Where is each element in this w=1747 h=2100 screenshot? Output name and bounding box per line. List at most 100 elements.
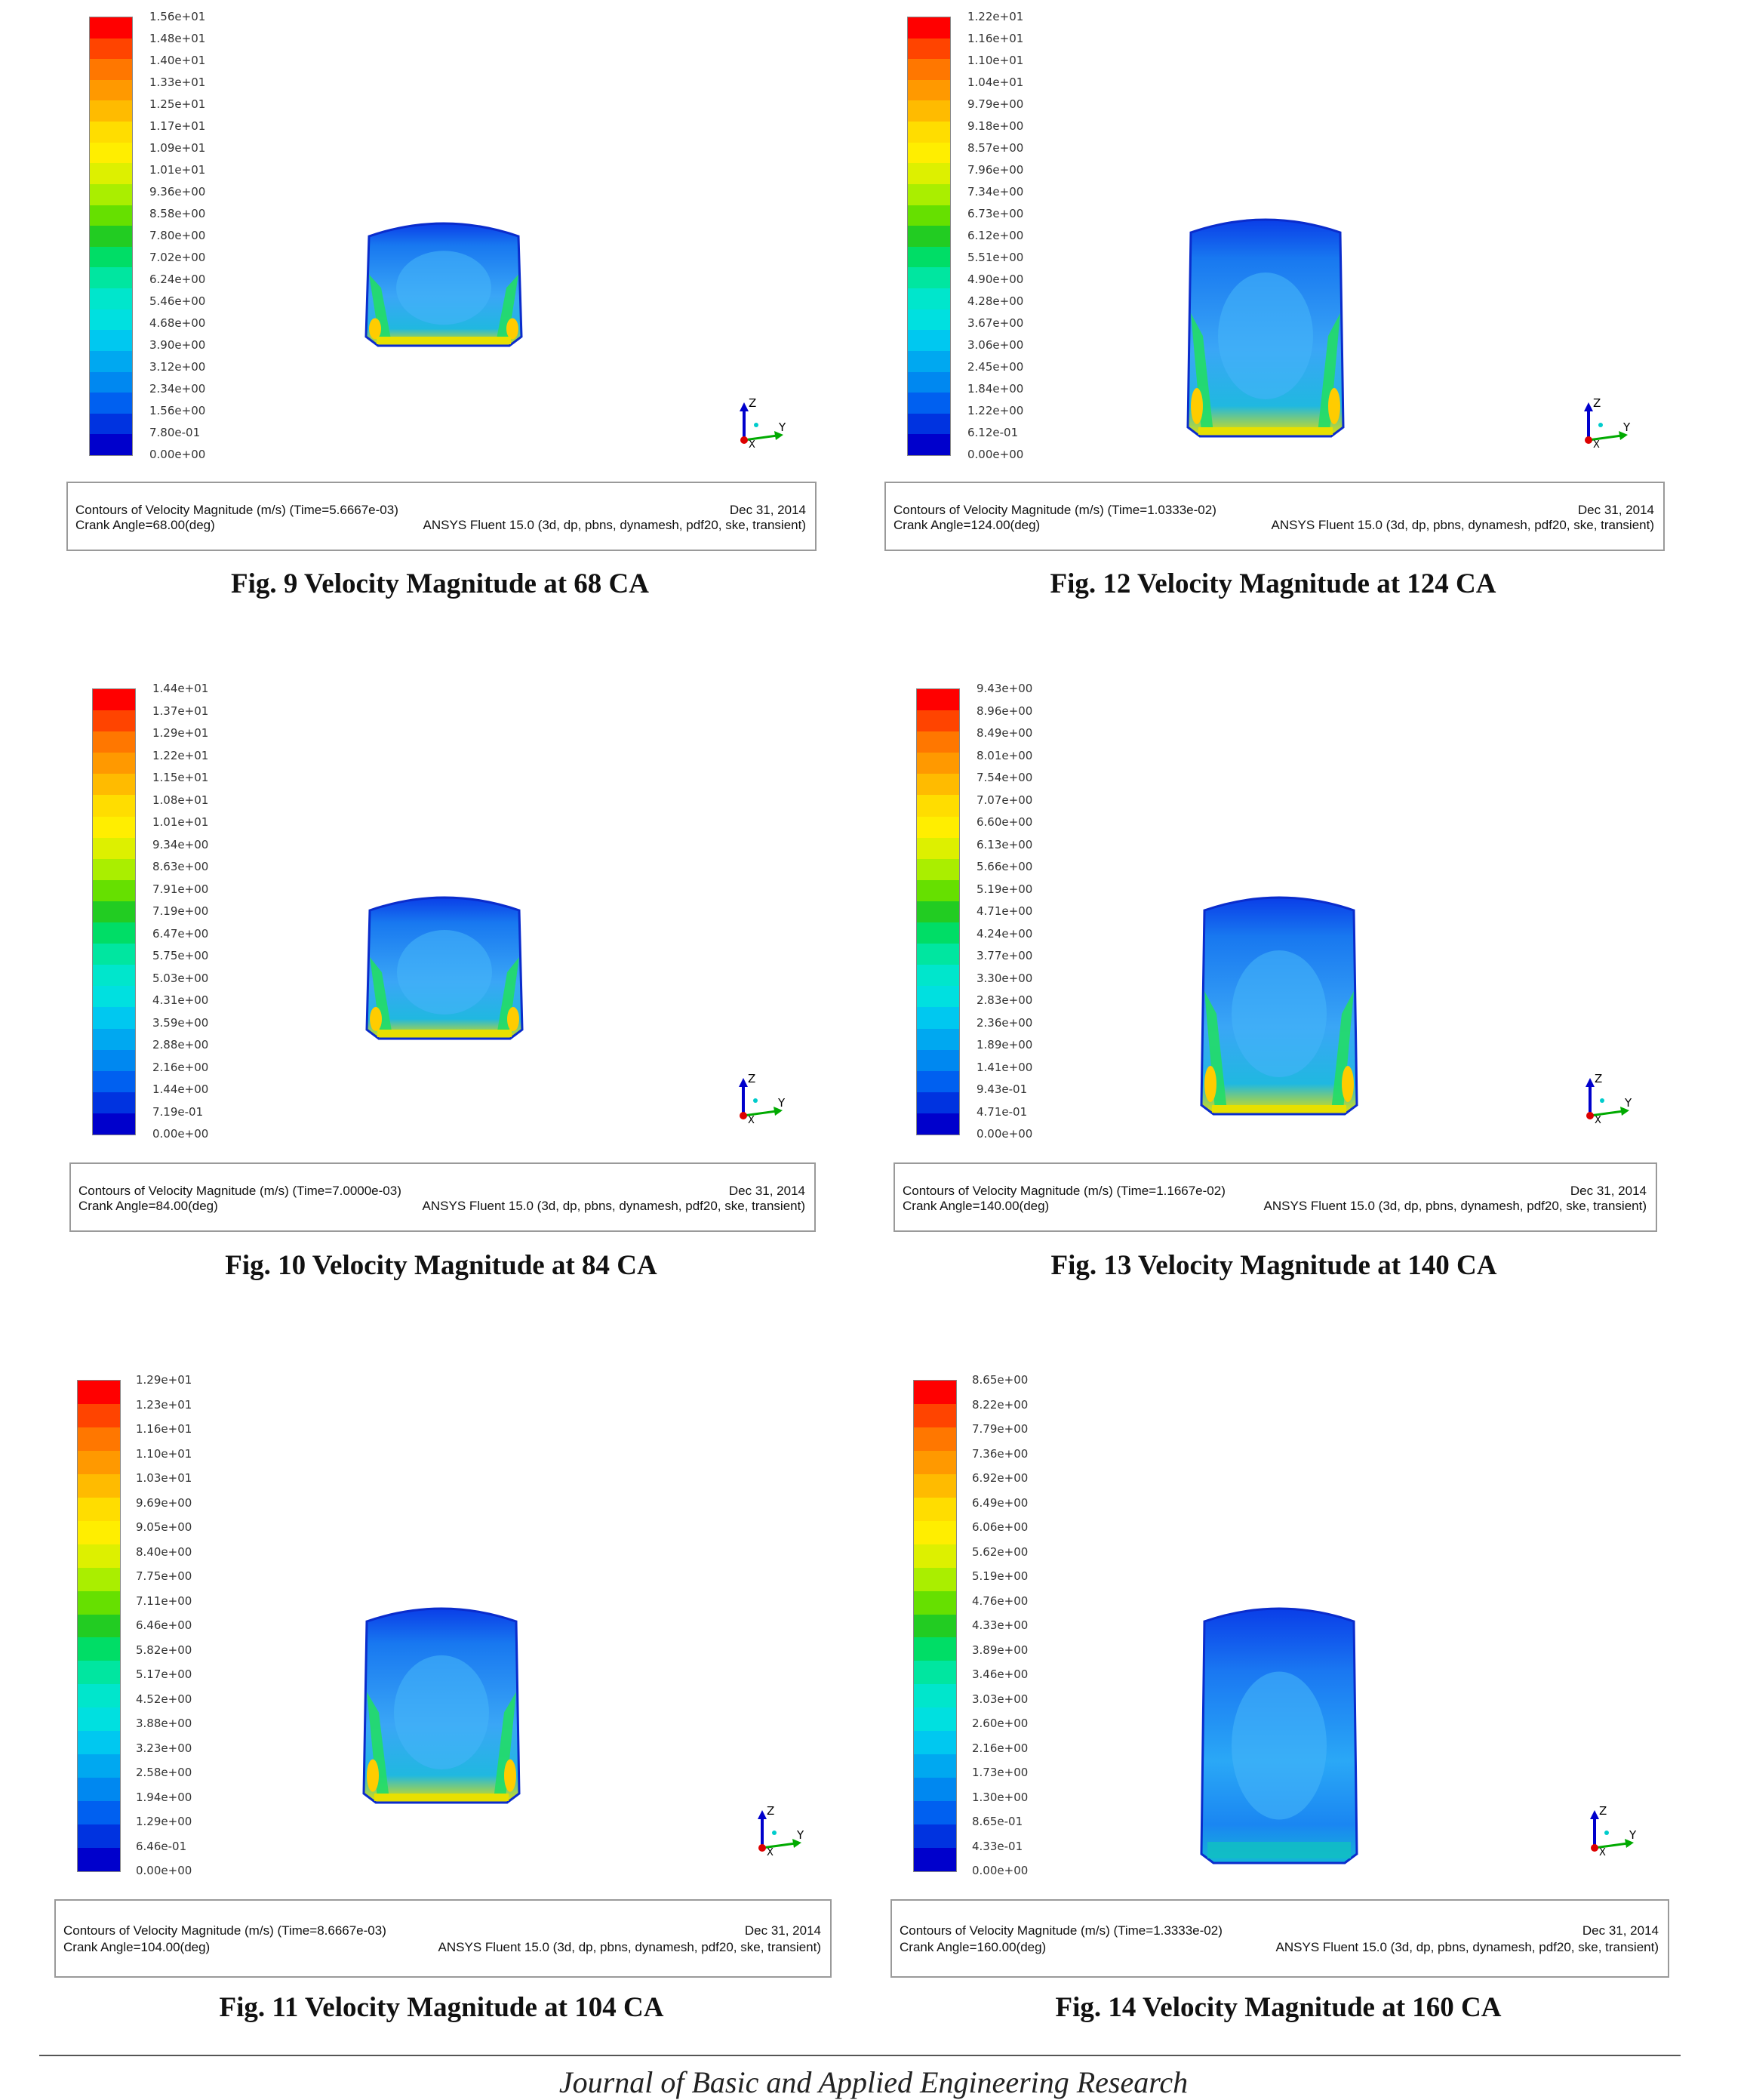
contour-plot-wrapper — [1200, 1600, 1358, 1868]
left-hotspot — [370, 1007, 382, 1031]
velocity-contour-plot — [1200, 1607, 1358, 1864]
colorbar-swatch — [93, 901, 135, 923]
colorbar-swatch — [908, 288, 950, 310]
colorbar-swatch — [914, 1544, 956, 1569]
colorbar-tick-label: 8.57e+00 — [967, 141, 1024, 155]
info-solver: ANSYS Fluent 15.0 (3d, dp, pbns, dynames… — [423, 517, 806, 532]
colorbar-tick-label: 1.01e+01 — [149, 163, 206, 177]
contour-plot-wrapper — [364, 215, 523, 351]
colorbar-swatch — [78, 1567, 120, 1592]
colorbar-tick-label: 3.03e+00 — [972, 1692, 1029, 1706]
velocity-contour-plot — [1186, 218, 1345, 438]
colorbar-tick-label: 1.15e+01 — [152, 771, 209, 784]
left-hotspot — [369, 318, 381, 340]
colorbar-swatch — [917, 986, 959, 1008]
colorbar-swatch — [90, 330, 132, 352]
colorbar-swatch — [78, 1427, 120, 1452]
colorbar-swatch — [908, 246, 950, 268]
colorbar-swatch — [93, 1049, 135, 1072]
colorbar-tick-label: 1.04e+01 — [967, 75, 1024, 89]
colorbar-swatch — [908, 309, 950, 331]
colorbar-swatch — [93, 1113, 135, 1135]
colorbar-swatch — [93, 689, 135, 711]
colorbar-tick-label: 3.77e+00 — [977, 949, 1033, 962]
colorbar-tick-label: 2.34e+00 — [149, 382, 206, 396]
colorbar-swatch — [914, 1778, 956, 1802]
colorbar-swatch — [914, 1473, 956, 1498]
colorbar-tick-label: 9.43e+00 — [977, 682, 1033, 695]
colorbar-tick-label: 0.00e+00 — [967, 448, 1024, 461]
axes-triad: Z Y X — [1576, 1072, 1637, 1136]
info-date: Dec 31, 2014 — [729, 503, 806, 518]
info-date: Dec 31, 2014 — [1577, 503, 1654, 518]
bottom-band — [377, 337, 511, 344]
colorbar-swatch — [908, 17, 950, 39]
colorbar-tick-label: 2.83e+00 — [977, 993, 1033, 1007]
colorbar-swatch — [917, 1113, 959, 1135]
colorbar-swatch — [93, 944, 135, 965]
axis-label-y: Y — [1629, 1828, 1637, 1842]
figure-caption: Fig. 11 Velocity Magnitude at 104 CA — [219, 1992, 664, 2023]
colorbar-tick-label: 1.16e+01 — [967, 32, 1024, 45]
colorbar-tick-label: 1.29e+01 — [136, 1373, 192, 1387]
axis-label-z: Z — [767, 1804, 774, 1818]
figure-caption: Fig. 9 Velocity Magnitude at 68 CA — [231, 568, 649, 599]
colorbar-swatch — [78, 1661, 120, 1685]
colorbar-swatch — [914, 1520, 956, 1545]
colorbar-swatch — [917, 1049, 959, 1072]
colorbar-swatch — [93, 816, 135, 839]
colorbar-tick-label: 6.73e+00 — [967, 207, 1024, 220]
colorbar-swatch — [917, 774, 959, 796]
colorbar-tick-label: 7.19e-01 — [152, 1104, 204, 1119]
axis-label-z: Z — [1595, 1072, 1602, 1085]
colorbar-swatch — [93, 922, 135, 944]
axis-label-x: X — [1595, 1115, 1601, 1126]
colorbar-tick-label: 9.79e+00 — [967, 97, 1024, 111]
bottom-band — [377, 1030, 512, 1037]
colorbar-swatch — [917, 901, 959, 923]
right-hotspot — [1328, 388, 1340, 424]
colorbar-tick-label: 5.19e+00 — [977, 882, 1033, 896]
colorbar-tick-label: 1.03e+01 — [136, 1471, 192, 1485]
colorbar-swatch — [78, 1450, 120, 1475]
colorbar-swatch — [917, 922, 959, 944]
colorbar-swatch — [90, 309, 132, 331]
info-solver: ANSYS Fluent 15.0 (3d, dp, pbns, dynames… — [1263, 1198, 1647, 1213]
colorbar-swatch — [908, 100, 950, 122]
left-hotspot — [1191, 388, 1203, 424]
core-region — [397, 930, 492, 1015]
colorbar-swatch — [908, 142, 950, 164]
colorbar-swatch — [78, 1473, 120, 1498]
colorbar-tick-label: 2.36e+00 — [977, 1015, 1033, 1030]
info-solver: ANSYS Fluent 15.0 (3d, dp, pbns, dynames… — [438, 1940, 821, 1954]
contour-plot-wrapper — [1200, 889, 1358, 1119]
colorbar-tick-label: 1.22e+01 — [967, 10, 1024, 23]
journal-footer: Journal of Basic and Applied Engineering… — [558, 2065, 1189, 2099]
colorbar-tick-label: 8.63e+00 — [152, 860, 209, 873]
colorbar-swatch — [914, 1403, 956, 1428]
colorbar-tick-label: 5.03e+00 — [152, 971, 209, 985]
axis-label-y: Y — [1622, 420, 1631, 434]
colorbar-swatch — [908, 122, 950, 143]
bottom-band — [1198, 427, 1333, 435]
colorbar-tick-label: 7.11e+00 — [136, 1593, 192, 1608]
colorbar-tick-label: 2.16e+00 — [972, 1741, 1029, 1755]
info-crank-angle: Crank Angle=68.00(deg) — [75, 517, 215, 532]
colorbar-swatch — [908, 434, 950, 456]
coordinate-axes-icon: Z Y X — [1586, 1072, 1632, 1126]
colorbar — [77, 1380, 121, 1872]
colorbar-swatch — [917, 879, 959, 902]
info-solver: ANSYS Fluent 15.0 (3d, dp, pbns, dynames… — [1275, 1940, 1659, 1954]
colorbar-tick-label: 1.09e+01 — [149, 141, 206, 155]
colorbar-swatch — [90, 17, 132, 39]
colorbar-swatch — [78, 1590, 120, 1615]
colorbar-tick-label: 7.34e+00 — [967, 185, 1024, 199]
figure-caption: Fig. 10 Velocity Magnitude at 84 CA — [225, 1250, 657, 1281]
axis-label-x: X — [749, 439, 755, 451]
colorbar-tick-label: 9.18e+00 — [967, 119, 1024, 133]
colorbar-tick-label: 4.33e-01 — [972, 1839, 1023, 1853]
contour-plot-wrapper — [362, 1600, 521, 1808]
colorbar-swatch — [78, 1403, 120, 1428]
axis-label-z: Z — [1593, 396, 1601, 410]
colorbar-swatch — [914, 1848, 956, 1872]
